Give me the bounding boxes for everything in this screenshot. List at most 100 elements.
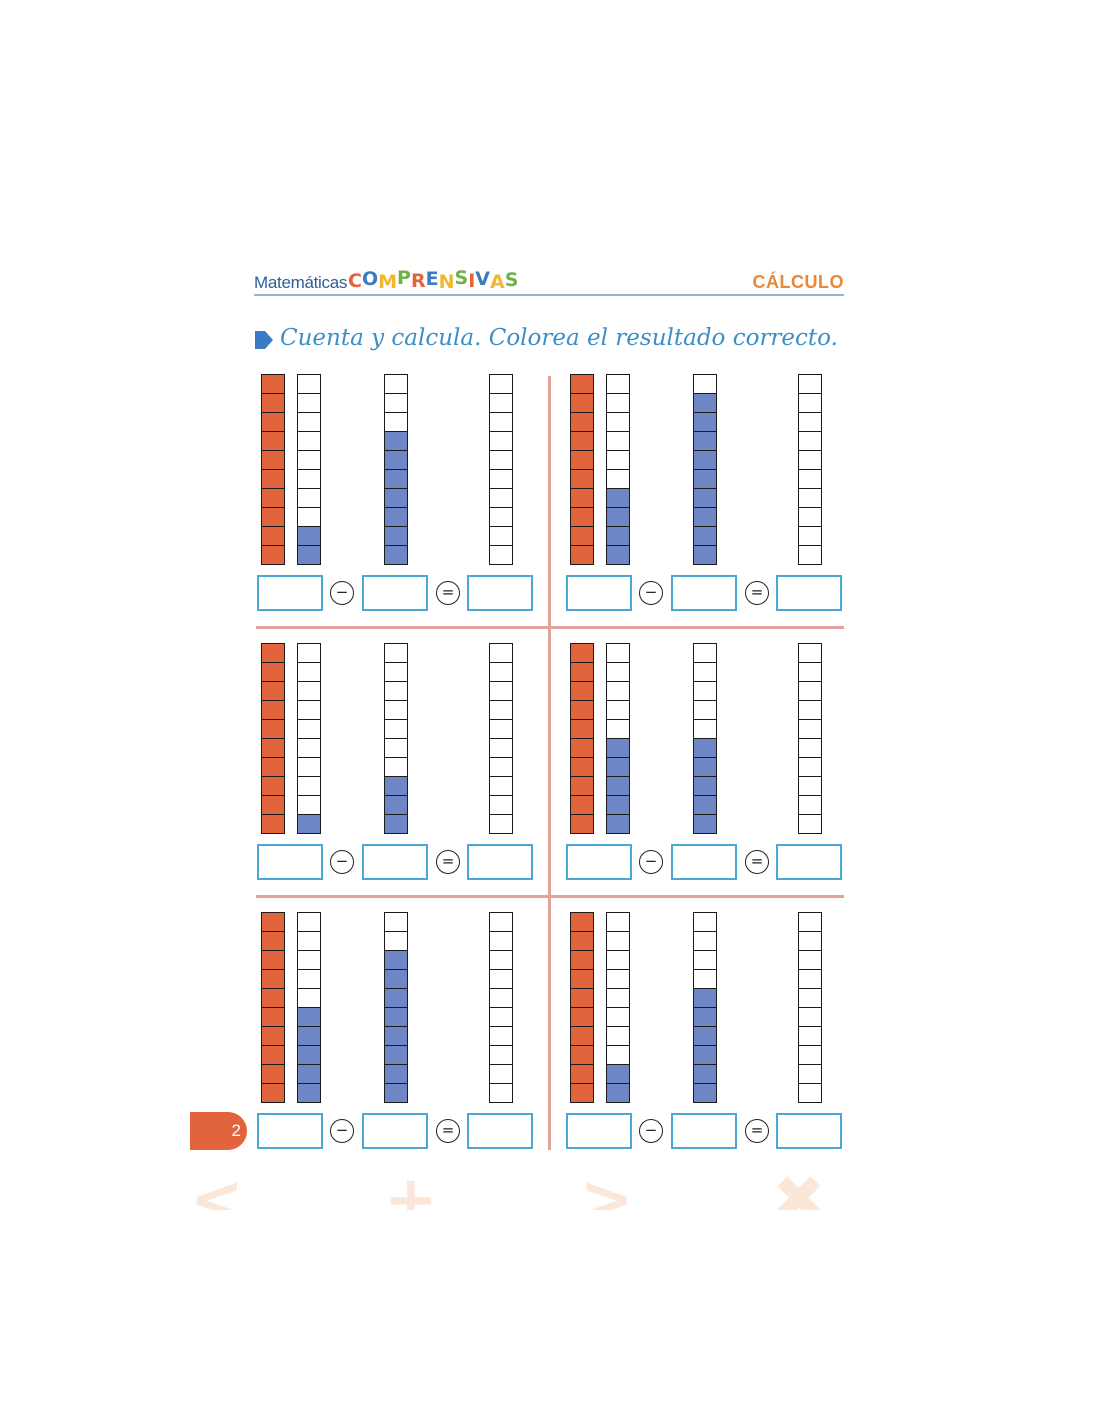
unit-cell[interactable]	[606, 719, 630, 739]
unit-cell[interactable]	[693, 969, 717, 989]
unit-cell[interactable]	[798, 1045, 822, 1065]
unit-cell[interactable]	[798, 643, 822, 663]
unit-cell[interactable]	[693, 1083, 717, 1103]
unit-cell[interactable]	[798, 776, 822, 796]
unit-cell[interactable]	[489, 795, 513, 815]
result-input[interactable]	[776, 844, 842, 880]
unit-cell[interactable]	[570, 757, 594, 777]
unit-cell[interactable]	[489, 393, 513, 413]
unit-cell[interactable]	[606, 776, 630, 796]
unit-cell[interactable]	[606, 507, 630, 527]
unit-cell[interactable]	[693, 950, 717, 970]
unit-cell[interactable]	[261, 431, 285, 451]
unit-cell[interactable]	[384, 681, 408, 701]
unit-cell[interactable]	[606, 412, 630, 432]
unit-cell[interactable]	[606, 643, 630, 663]
unit-cell[interactable]	[297, 988, 321, 1008]
unit-cell[interactable]	[798, 526, 822, 546]
unit-cell[interactable]	[693, 719, 717, 739]
unit-cell[interactable]	[489, 662, 513, 682]
unit-cell[interactable]	[384, 1045, 408, 1065]
unit-cell[interactable]	[798, 1026, 822, 1046]
unit-cell[interactable]	[384, 738, 408, 758]
unit-cell[interactable]	[606, 469, 630, 489]
unit-cell[interactable]	[384, 757, 408, 777]
result-input[interactable]	[776, 1113, 842, 1149]
unit-cell[interactable]	[297, 431, 321, 451]
unit-cell[interactable]	[693, 526, 717, 546]
unit-cell[interactable]	[798, 719, 822, 739]
minuend-input[interactable]	[257, 575, 323, 611]
unit-cell[interactable]	[693, 988, 717, 1008]
unit-cell[interactable]	[606, 700, 630, 720]
unit-cell[interactable]	[261, 545, 285, 565]
unit-cell[interactable]	[693, 1026, 717, 1046]
unit-cell[interactable]	[693, 1007, 717, 1027]
unit-cell[interactable]	[261, 931, 285, 951]
unit-cell[interactable]	[570, 795, 594, 815]
unit-cell[interactable]	[489, 931, 513, 951]
unit-cell[interactable]	[384, 1064, 408, 1084]
unit-cell[interactable]	[798, 681, 822, 701]
unit-cell[interactable]	[384, 719, 408, 739]
unit-cell[interactable]	[606, 757, 630, 777]
unit-cell[interactable]	[297, 643, 321, 663]
unit-cell[interactable]	[489, 988, 513, 1008]
result-input[interactable]	[467, 575, 533, 611]
unit-cell[interactable]	[606, 950, 630, 970]
unit-cell[interactable]	[489, 700, 513, 720]
unit-cell[interactable]	[570, 662, 594, 682]
unit-cell[interactable]	[261, 1045, 285, 1065]
unit-cell[interactable]	[261, 643, 285, 663]
unit-cell[interactable]	[798, 1064, 822, 1084]
subtrahend-input[interactable]	[362, 1113, 428, 1149]
unit-cell[interactable]	[798, 450, 822, 470]
unit-cell[interactable]	[297, 757, 321, 777]
unit-cell[interactable]	[489, 374, 513, 394]
unit-cell[interactable]	[489, 814, 513, 834]
unit-cell[interactable]	[384, 795, 408, 815]
unit-cell[interactable]	[384, 700, 408, 720]
unit-cell[interactable]	[489, 1045, 513, 1065]
unit-cell[interactable]	[693, 643, 717, 663]
unit-cell[interactable]	[489, 488, 513, 508]
unit-cell[interactable]	[384, 776, 408, 796]
unit-cell[interactable]	[570, 931, 594, 951]
result-input[interactable]	[776, 575, 842, 611]
unit-cell[interactable]	[261, 662, 285, 682]
unit-cell[interactable]	[297, 545, 321, 565]
unit-cell[interactable]	[384, 1007, 408, 1027]
unit-cell[interactable]	[489, 719, 513, 739]
unit-cell[interactable]	[693, 912, 717, 932]
unit-cell[interactable]	[606, 431, 630, 451]
unit-cell[interactable]	[798, 795, 822, 815]
unit-cell[interactable]	[297, 507, 321, 527]
unit-cell[interactable]	[798, 431, 822, 451]
unit-cell[interactable]	[297, 719, 321, 739]
unit-cell[interactable]	[261, 412, 285, 432]
unit-cell[interactable]	[489, 757, 513, 777]
unit-cell[interactable]	[384, 988, 408, 1008]
unit-cell[interactable]	[489, 1007, 513, 1027]
unit-cell[interactable]	[798, 469, 822, 489]
unit-cell[interactable]	[570, 526, 594, 546]
unit-cell[interactable]	[384, 469, 408, 489]
unit-cell[interactable]	[798, 700, 822, 720]
unit-cell[interactable]	[261, 700, 285, 720]
unit-cell[interactable]	[297, 776, 321, 796]
unit-cell[interactable]	[261, 526, 285, 546]
unit-cell[interactable]	[693, 374, 717, 394]
unit-cell[interactable]	[489, 738, 513, 758]
unit-cell[interactable]	[297, 912, 321, 932]
unit-cell[interactable]	[693, 776, 717, 796]
minuend-input[interactable]	[257, 844, 323, 880]
unit-cell[interactable]	[606, 1064, 630, 1084]
result-input[interactable]	[467, 844, 533, 880]
unit-cell[interactable]	[606, 814, 630, 834]
unit-cell[interactable]	[261, 719, 285, 739]
unit-cell[interactable]	[606, 545, 630, 565]
unit-cell[interactable]	[384, 969, 408, 989]
unit-cell[interactable]	[693, 431, 717, 451]
unit-cell[interactable]	[798, 931, 822, 951]
unit-cell[interactable]	[606, 969, 630, 989]
